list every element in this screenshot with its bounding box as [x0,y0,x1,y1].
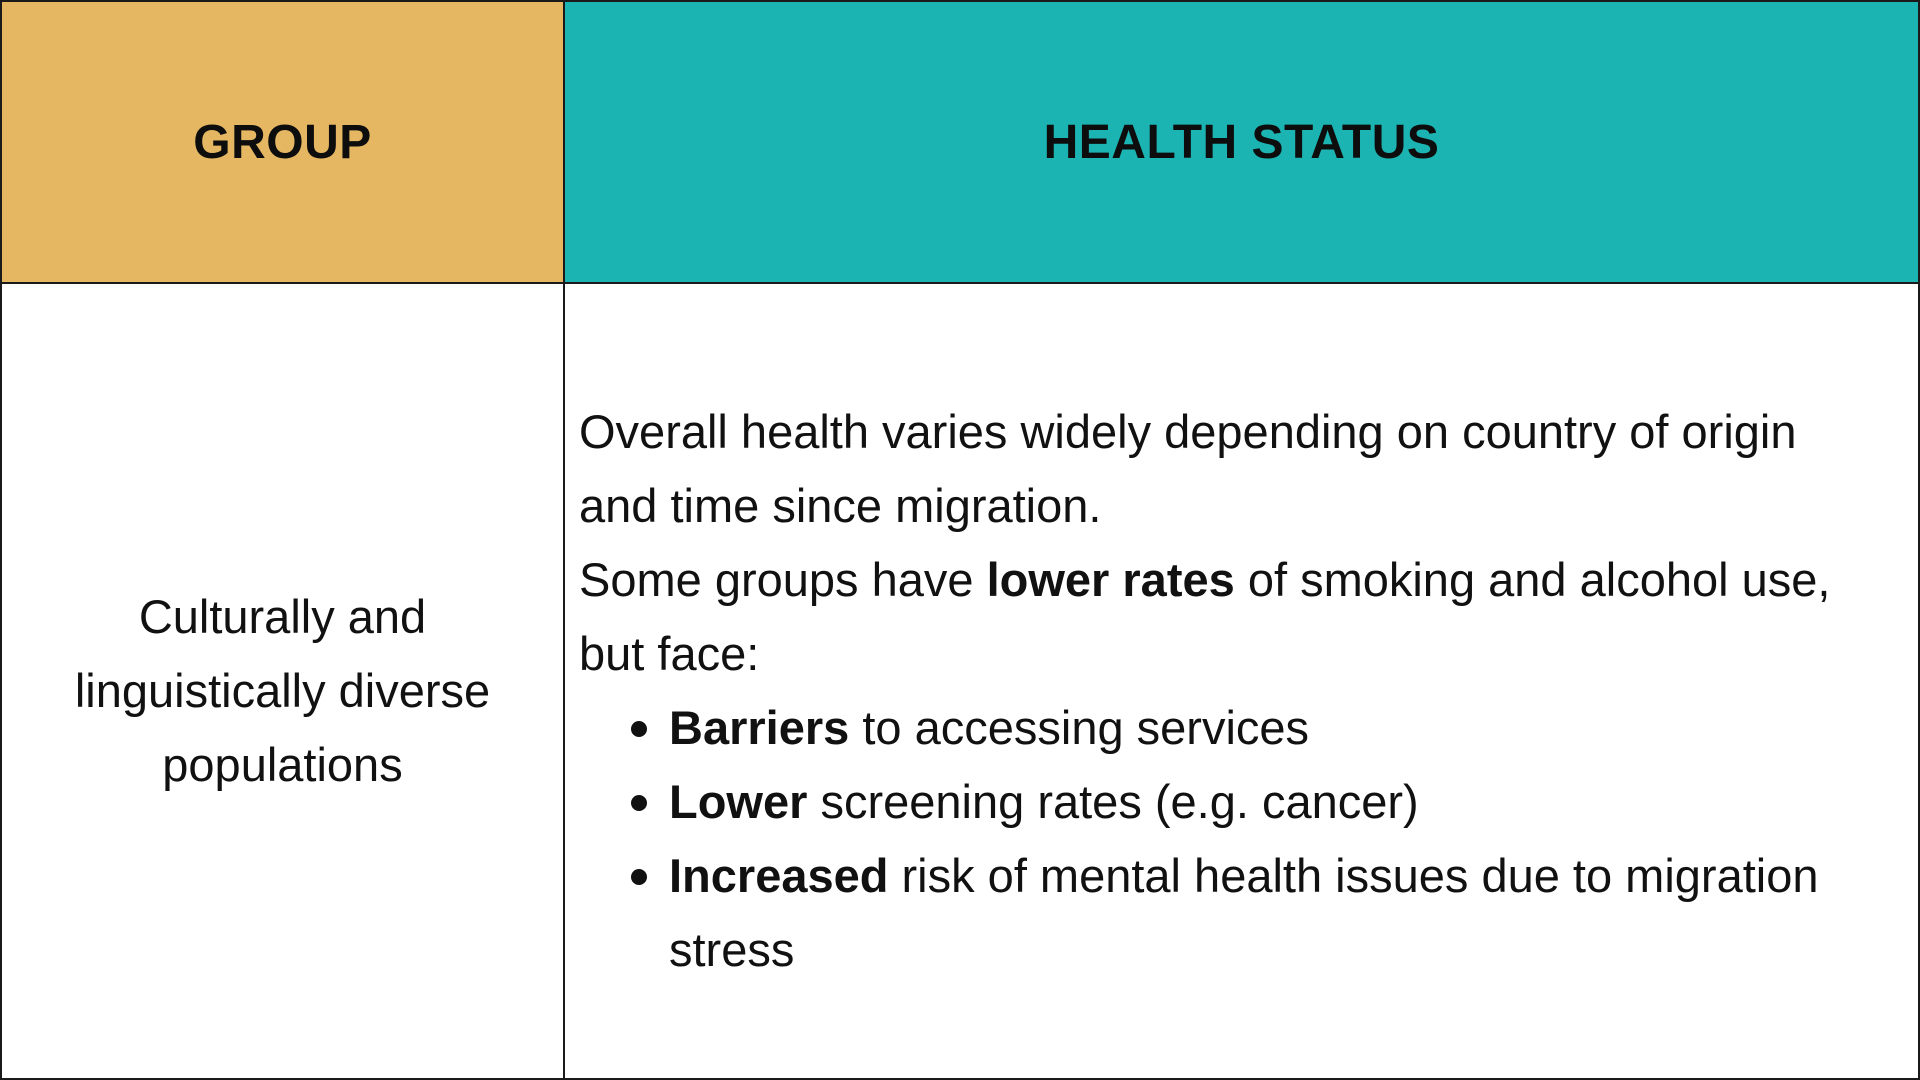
bullet-bold: Lower [669,775,808,828]
status-paragraph-2-after: of smoking and alcohol use, but face: [579,553,1831,680]
bullet-icon [631,869,647,885]
group-header-label: GROUP [193,115,372,169]
health-status-body: Overall health varies widely depending o… [579,395,1878,987]
list-item: Increased risk of mental health issues d… [631,839,1878,987]
list-item: Lower screening rates (e.g. cancer) [631,765,1878,839]
status-bullet-list: Barriers to accessing services Lower scr… [579,691,1878,987]
group-name: Culturally and linguistically diverse po… [74,590,491,791]
bullet-bold: Barriers [669,701,850,754]
status-paragraph-2-before: Some groups have [579,553,987,606]
bullet-icon [631,721,647,737]
group-cell: Culturally and linguistically diverse po… [2,284,565,1078]
status-paragraph-1: Overall health varies widely depending o… [579,405,1797,532]
list-item: Barriers to accessing services [631,691,1878,765]
health-status-header-cell: HEALTH STATUS [565,2,1918,284]
bullet-text: screening rates (e.g. cancer) [807,775,1419,828]
health-status-cell: Overall health varies widely depending o… [565,284,1918,1078]
group-header-cell: GROUP [2,2,565,284]
status-paragraph-2-bold: lower rates [986,553,1235,606]
bullet-bold: Increased [669,849,889,902]
bullet-icon [631,795,647,811]
health-status-header-label: HEALTH STATUS [1043,115,1440,169]
bullet-text: risk of mental health issues due to migr… [669,849,1819,976]
status-paragraph-2: Some groups have lower rates of smoking … [579,543,1878,691]
bullet-text: to accessing services [849,701,1310,754]
